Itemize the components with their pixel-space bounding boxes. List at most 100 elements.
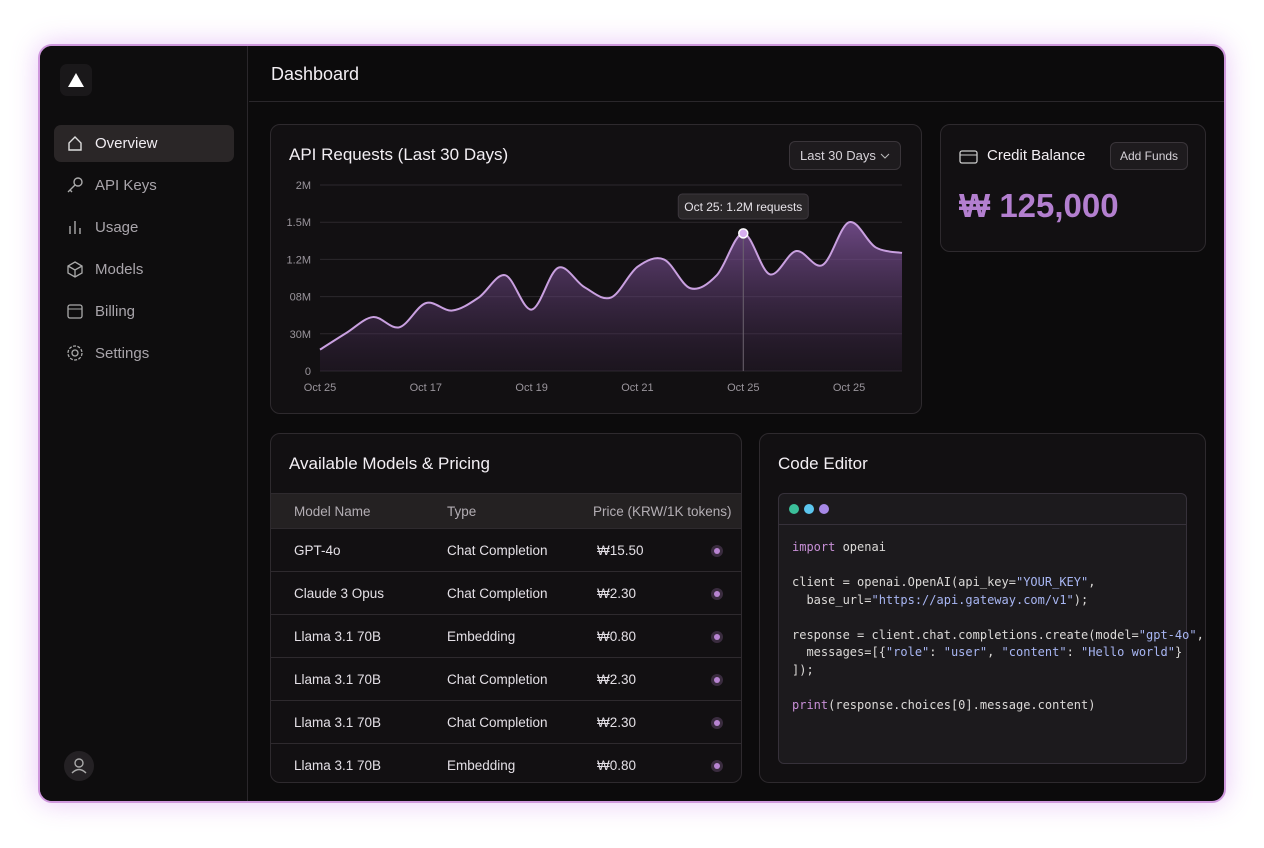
table-row[interactable]: Llama 3.1 70B Embedding ₩0.80: [271, 743, 741, 782]
table-cell: ₩2.30: [583, 700, 741, 744]
status-dot: [711, 673, 723, 686]
code-string: "user": [943, 645, 988, 659]
table-cell: Llama 3.1 70B: [271, 743, 437, 782]
cell-text: Chat Completion: [447, 585, 548, 601]
cell-text: Claude 3 Opus: [294, 585, 385, 601]
code-title: Code Editor: [778, 454, 868, 473]
nav-label: Billing: [95, 303, 136, 320]
cell-text: ₩0.80: [597, 628, 637, 644]
cell-text: ₩0.80: [597, 757, 637, 773]
cell-text: ₩2.30: [597, 714, 637, 730]
nav-icon: [67, 304, 83, 319]
code-line: ]);: [792, 662, 814, 677]
code-line: response = client.chat.completions.creat…: [792, 627, 1204, 642]
cell-text: Embedding: [447, 628, 516, 644]
table-cell: Llama 3.1 70B: [271, 657, 437, 701]
status-dot: [711, 716, 723, 729]
nav-item[interactable]: Usage: [54, 209, 234, 246]
cell-text: GPT-4o: [294, 542, 341, 558]
cell-text: Llama 3.1 70B: [294, 714, 382, 730]
credit-amount: ₩ 125,000: [959, 187, 1119, 224]
code-keyword: print: [792, 697, 829, 712]
code-line: print(response.choices[0].message.conten…: [792, 697, 1096, 712]
header: Dashboard: [249, 46, 1224, 102]
status-dot: [711, 630, 723, 643]
code-card: Code Editor import openai client = openai…: [759, 433, 1206, 783]
credit-card: Credit Balance Add Funds ₩ 125,000: [940, 124, 1206, 252]
range-dropdown[interactable]: Last 30 Days: [789, 141, 901, 170]
models-title: Available Models & Pricing: [289, 454, 490, 473]
status-dot: [711, 759, 723, 772]
column-header: Price (KRW/1K tokens): [583, 493, 741, 529]
cell-text: Chat Completion: [447, 714, 548, 730]
nav-icon: [68, 136, 82, 151]
column-header: Type: [437, 493, 583, 529]
code-line: import openai: [792, 540, 886, 554]
cell-text: ₩2.30: [597, 671, 637, 687]
code-string: "Hello world": [1081, 645, 1175, 659]
table-cell: Embedding: [437, 743, 583, 782]
code-line: base_url="https://api.gateway.com/v1");: [792, 592, 1089, 607]
app-frame: Overview API Keys Usage Models Billing Settin…: [38, 44, 1226, 803]
editor-bar: [779, 494, 1186, 525]
table-cell: Chat Completion: [437, 657, 583, 701]
models-card: Available Models & Pricing Model Name Typ…: [270, 433, 742, 783]
table-cell: ₩2.30: [583, 657, 741, 701]
cell-text: Chat Completion: [447, 542, 548, 558]
table-cell: Chat Completion: [437, 700, 583, 744]
nav-label: API Keys: [95, 177, 157, 194]
nav-item[interactable]: API Keys: [54, 167, 234, 204]
code-string: "content": [1001, 645, 1067, 659]
sidebar: Overview API Keys Usage Models Billing Settin…: [40, 46, 248, 801]
table-row[interactable]: Llama 3.1 70B Chat Completion ₩2.30: [271, 700, 741, 744]
chevron: [880, 153, 889, 159]
code-line: client = openai.OpenAI(api_key="YOUR_KEY…: [792, 575, 1096, 589]
code-block: client = openai.OpenAI(api_key="YOUR_KEY…: [792, 574, 1186, 609]
nav-item[interactable]: Settings: [54, 335, 234, 372]
nav-icon: [67, 261, 83, 278]
nav-label: Usage: [95, 219, 139, 236]
nav-item[interactable]: Billing: [54, 293, 234, 330]
cell-text: Embedding: [447, 757, 516, 773]
cell-text: Llama 3.1 70B: [294, 757, 382, 773]
table-cell: ₩0.80: [583, 614, 741, 658]
table-cell: ₩0.80: [583, 743, 741, 782]
code-block: import openai: [792, 539, 1186, 557]
cell-text: Llama 3.1 70B: [294, 671, 382, 687]
dropdown-label: Last 30 Days: [800, 148, 876, 163]
cell-text: ₩15.50: [597, 542, 644, 558]
add-funds-button[interactable]: Add Funds: [1110, 142, 1189, 170]
code-line: messages=[{"role": "user", "content": "H…: [792, 645, 1183, 659]
credit-title: Credit Balance: [987, 147, 1086, 164]
code-string: "gpt-4o": [1138, 627, 1197, 642]
code-string: "https://api.gateway.com/v1": [871, 592, 1074, 607]
nav-icon: [67, 177, 83, 193]
table-cell: Embedding: [437, 614, 583, 658]
status-dot: [711, 544, 723, 557]
nav-label: Settings: [95, 345, 150, 362]
table-row[interactable]: Llama 3.1 70B Chat Completion ₩2.30: [271, 657, 741, 701]
nav-icon: [69, 221, 81, 234]
nav-label: Models: [95, 261, 144, 278]
card-icon: [959, 150, 978, 164]
table-row[interactable]: GPT-4o Chat Completion ₩15.50: [271, 528, 741, 572]
code-block: response = client.chat.completions.creat…: [792, 627, 1204, 680]
table-row[interactable]: Claude 3 Opus Chat Completion ₩2.30: [271, 571, 741, 615]
code-block: print(response.choices[0].message.conten…: [792, 697, 1186, 715]
code-body: import openai client = openai.OpenAI(api_…: [779, 525, 1204, 715]
code-string: "YOUR_KEY": [1015, 575, 1089, 589]
code-editor: import openai client = openai.OpenAI(api_…: [778, 493, 1204, 764]
code-string: "role": [885, 645, 930, 659]
cell-text: Chat Completion: [447, 671, 548, 687]
nav-item[interactable]: Overview: [54, 125, 234, 162]
table-row[interactable]: Llama 3.1 70B Embedding ₩0.80: [271, 614, 741, 658]
table-cell: GPT-4o: [271, 528, 437, 572]
nav-item[interactable]: Models: [54, 251, 234, 288]
table-cell: Llama 3.1 70B: [271, 614, 437, 658]
table-cell: Chat Completion: [437, 571, 583, 615]
status-dot: [711, 587, 723, 600]
user-avatar[interactable]: [64, 751, 94, 781]
chart-card: API Requests (Last 30 Days) Last 30 Days: [270, 124, 922, 414]
column-header: Model Name: [271, 493, 437, 529]
